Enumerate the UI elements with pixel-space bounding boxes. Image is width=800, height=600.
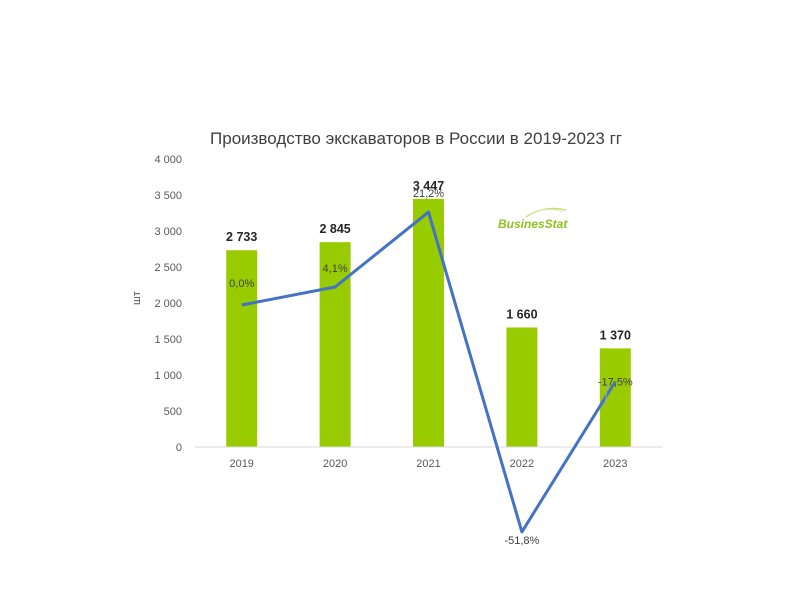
chart-title: Производство экскаваторов в России в 201… — [210, 129, 622, 148]
y-axis-ticks: 0 500 1 000 1 500 2 000 2 500 3 000 3 500 4 000 — [154, 154, 182, 454]
bar-value-label: 2 733 — [226, 230, 257, 244]
y-tick-label: 500 — [164, 406, 182, 418]
x-tick-label: 2020 — [323, 458, 347, 470]
bar-value-label: 1 660 — [506, 307, 537, 321]
y-tick-label: 1 500 — [154, 334, 182, 346]
logo-text: BusinesStat — [498, 217, 568, 231]
growth-label: 21,2% — [413, 188, 444, 200]
growth-labels: 0,0% 4,1% 21,2% -51,8% -17,5% — [229, 188, 633, 547]
bar-value-label: 3 447 — [413, 179, 444, 193]
bar-value-labels: 2 733 2 845 3 447 1 660 1 370 — [226, 179, 631, 343]
y-tick-label: 4 000 — [154, 154, 182, 166]
bar-2020 — [319, 242, 351, 447]
y-axis-label: шт — [131, 291, 143, 305]
x-tick-label: 2019 — [229, 458, 253, 470]
y-tick-label: 0 — [176, 442, 182, 454]
businesstat-logo: BusinesStat — [498, 207, 568, 231]
bar-2022 — [506, 327, 538, 447]
y-tick-label: 2 500 — [154, 262, 182, 274]
y-tick-label: 1 000 — [154, 370, 182, 382]
bar-2021 — [413, 198, 444, 447]
growth-label: -51,8% — [504, 535, 539, 547]
x-tick-label: 2021 — [416, 458, 440, 470]
growth-label: 0,0% — [229, 278, 254, 290]
y-tick-label: 3 000 — [154, 226, 182, 238]
bar-value-label: 1 370 — [600, 328, 631, 342]
growth-label: -17,5% — [598, 377, 633, 389]
x-axis-ticks: 2019 2020 2021 2022 2023 — [229, 458, 627, 470]
x-tick-label: 2023 — [603, 458, 627, 470]
bar-value-label: 2 845 — [319, 222, 350, 236]
y-tick-label: 3 500 — [154, 190, 182, 202]
label-leader-line — [604, 382, 608, 407]
x-tick-label: 2022 — [510, 458, 534, 470]
bars — [226, 198, 631, 447]
growth-line — [241, 210, 617, 534]
growth-label: 4,1% — [323, 263, 348, 275]
y-tick-label: 2 000 — [154, 298, 182, 310]
bar-2019 — [226, 250, 258, 447]
